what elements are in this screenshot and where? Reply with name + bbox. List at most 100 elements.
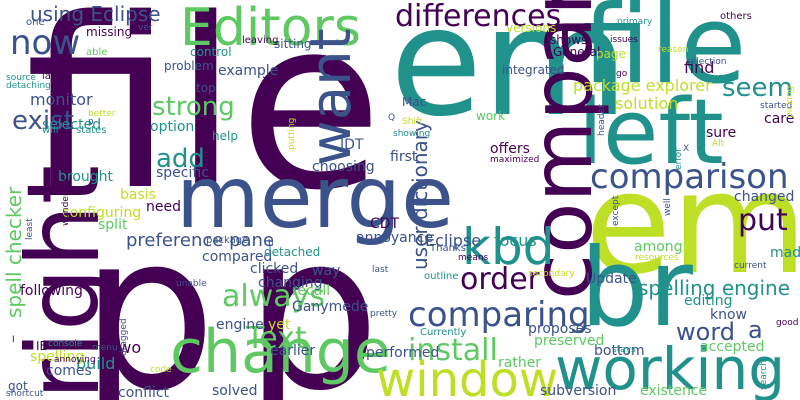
cloud-word: detached bbox=[264, 245, 321, 259]
cloud-word: help bbox=[212, 129, 238, 143]
cloud-word: specific bbox=[156, 165, 209, 181]
cloud-word: last bbox=[372, 265, 389, 275]
cloud-word: header bbox=[597, 104, 607, 136]
cloud-word: selection bbox=[686, 57, 727, 67]
cloud-word: wondering bbox=[61, 178, 71, 226]
cloud-word: page bbox=[596, 47, 626, 61]
cloud-word: Update bbox=[586, 271, 637, 287]
cloud-word: br bbox=[580, 226, 693, 351]
cloud-word: exist bbox=[12, 106, 74, 136]
cloud-word: code bbox=[150, 365, 172, 375]
cloud-word: b bbox=[268, 239, 274, 249]
cloud-word: editing bbox=[684, 293, 733, 309]
cloud-word: integrated bbox=[502, 63, 565, 77]
cloud-word: a bbox=[748, 316, 763, 344]
cloud-word: solution bbox=[615, 94, 679, 113]
cloud-word: focus bbox=[494, 231, 537, 250]
cloud-word: JDT bbox=[340, 137, 364, 153]
cloud-word: states bbox=[76, 125, 107, 136]
cloud-word: always bbox=[222, 279, 326, 314]
cloud-word: picking bbox=[785, 85, 795, 118]
cloud-word: file bbox=[582, 0, 747, 108]
cloud-word: Mac bbox=[402, 95, 427, 109]
cloud-word: changed bbox=[734, 189, 795, 205]
cloud-word: able bbox=[86, 47, 108, 58]
cloud-word: maximized bbox=[490, 155, 540, 165]
cloud-word: package bbox=[206, 235, 249, 246]
cloud-word: clicked bbox=[250, 261, 299, 277]
cloud-word: Ganymede bbox=[292, 299, 369, 315]
cloud-word: console bbox=[48, 339, 83, 349]
cloud-word: annoyance bbox=[356, 230, 433, 246]
cloud-word: got bbox=[8, 379, 28, 393]
cloud-word: p bbox=[80, 187, 217, 400]
cloud-word: better bbox=[88, 109, 116, 119]
cloud-word: em bbox=[390, 0, 629, 150]
cloud-word: CDT bbox=[370, 216, 400, 232]
cloud-word: build bbox=[76, 354, 116, 373]
cloud-word: X bbox=[683, 144, 690, 154]
cloud-word: compared bbox=[202, 249, 273, 265]
cloud-word: pretty bbox=[370, 309, 398, 319]
cloud-word: General bbox=[553, 45, 601, 59]
cloud-word: preference pane bbox=[126, 230, 275, 251]
cloud-word: showing bbox=[393, 129, 431, 139]
cloud-word: following bbox=[20, 283, 83, 299]
cloud-word: outline bbox=[424, 271, 459, 282]
cloud-word: unable bbox=[176, 279, 207, 289]
cloud-word: well bbox=[663, 198, 673, 216]
cloud-word: example bbox=[218, 63, 279, 79]
cloud-word: existence bbox=[640, 383, 708, 399]
cloud-word: leaving bbox=[242, 35, 279, 46]
cloud-word: top bbox=[196, 81, 216, 95]
cloud-word: need bbox=[146, 199, 181, 215]
cloud-word: offers bbox=[490, 141, 530, 157]
cloud-word: earlier bbox=[270, 343, 316, 359]
cloud-word: missing bbox=[86, 25, 133, 39]
cloud-word: Editors bbox=[180, 0, 361, 58]
cloud-word: others bbox=[720, 11, 752, 22]
cloud-word: seem bbox=[722, 73, 793, 103]
cloud-word: control bbox=[190, 45, 232, 59]
cloud-word: option bbox=[150, 119, 195, 135]
cloud-word: subversion bbox=[540, 383, 617, 399]
cloud-word: strong bbox=[152, 92, 235, 122]
cloud-word: differences bbox=[395, 0, 562, 34]
cloud-word: monitor bbox=[30, 90, 93, 109]
cloud-word: comes bbox=[46, 363, 92, 379]
cloud-word: left bbox=[578, 80, 724, 185]
cloud-word: choosing bbox=[312, 159, 375, 175]
cloud-word: know bbox=[710, 307, 747, 323]
cloud-word: accepted bbox=[700, 339, 765, 355]
cloud-word: yet bbox=[268, 317, 291, 333]
cloud-word: performed bbox=[366, 345, 440, 361]
cloud-word: current bbox=[734, 261, 767, 271]
cloud-word: solved bbox=[212, 383, 258, 399]
cloud-word: work bbox=[476, 109, 506, 123]
cloud-word: engine bbox=[216, 317, 264, 333]
cloud-word: started bbox=[760, 101, 793, 111]
cloud-word: two bbox=[112, 338, 142, 357]
cloud-word: comparison bbox=[590, 157, 789, 197]
cloud-word: sitting bbox=[274, 37, 312, 51]
cloud-word: spelling engine bbox=[638, 276, 791, 300]
cloud-word: order bbox=[460, 262, 540, 297]
cloud-word: kbd bbox=[462, 218, 555, 276]
cloud-word: selected bbox=[42, 117, 102, 133]
cloud-word: working bbox=[555, 335, 786, 400]
cloud-word: using Eclipse bbox=[30, 2, 161, 26]
cloud-word: Currently bbox=[420, 327, 467, 338]
cloud-word: Thanks bbox=[430, 243, 466, 254]
cloud-word: among bbox=[634, 239, 683, 255]
cloud-word: brought bbox=[58, 169, 114, 185]
cloud-word: comparing bbox=[408, 295, 590, 335]
cloud-word: em bbox=[585, 143, 800, 306]
cloud-word: good bbox=[776, 318, 799, 328]
cloud-word: shows bbox=[550, 33, 588, 47]
cloud-word: package explorer bbox=[573, 76, 712, 95]
cloud-word: primary bbox=[617, 17, 653, 27]
cloud-word: problem bbox=[164, 59, 214, 73]
cloud-word: file bbox=[25, 0, 383, 242]
cloud-word: diagonally bbox=[259, 76, 273, 138]
